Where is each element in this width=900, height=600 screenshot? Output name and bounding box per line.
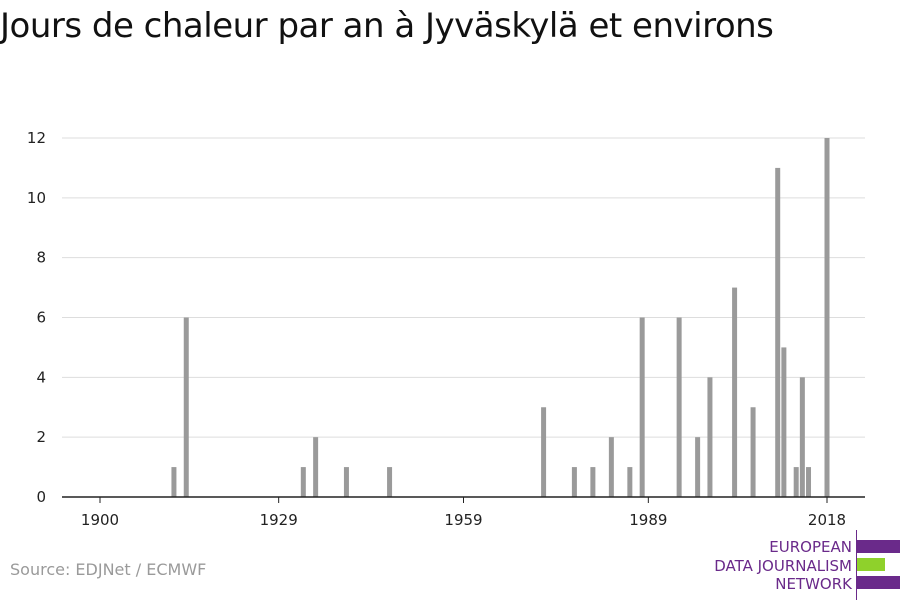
bar-1980 xyxy=(590,467,596,497)
bar-1999 xyxy=(707,377,713,497)
logo-bar-green xyxy=(857,558,885,571)
y-tick-label: 0 xyxy=(36,488,46,506)
x-tick-label: 1959 xyxy=(444,511,482,529)
y-tick-label: 12 xyxy=(27,129,46,147)
y-tick-label: 10 xyxy=(27,189,46,207)
bar-1994 xyxy=(676,317,682,497)
logo-line-1: EUROPEAN xyxy=(769,538,852,556)
y-tick-label: 8 xyxy=(36,249,46,267)
bar-1983 xyxy=(608,437,614,497)
x-tick-label: 1989 xyxy=(629,511,667,529)
bar-2014 xyxy=(799,377,805,497)
bar-1940 xyxy=(343,467,349,497)
y-tick-label: 2 xyxy=(36,428,46,446)
bar-2018 xyxy=(824,138,830,497)
bar-2015 xyxy=(806,467,812,497)
bar-1935 xyxy=(313,437,319,497)
x-axis: 1900 1929 1959 1989 2018 xyxy=(62,496,865,529)
x-tick-label: 1900 xyxy=(81,511,119,529)
bar-2003 xyxy=(732,287,738,497)
source-note: Source: EDJNet / ECMWF xyxy=(10,560,207,579)
x-tick-label: 1929 xyxy=(260,511,298,529)
bar-1972 xyxy=(541,407,547,497)
logo-bar-purple-bottom xyxy=(857,576,900,589)
bar-1997 xyxy=(695,437,701,497)
bar-1986 xyxy=(627,467,633,497)
bar-1988 xyxy=(639,317,645,497)
bar-1947 xyxy=(387,467,393,497)
bar-2013 xyxy=(793,467,799,497)
bar-1912 xyxy=(171,467,177,497)
logo-bar-purple-top xyxy=(857,540,900,553)
y-tick-label: 4 xyxy=(36,368,46,386)
bar-2011 xyxy=(781,347,787,497)
bars xyxy=(171,138,830,497)
x-tick-label: 2018 xyxy=(808,511,846,529)
edjnet-logo: EUROPEAN DATA JOURNALISM NETWORK xyxy=(700,530,900,600)
chart-title: Jours de chaleur par an à Jyväskylä et e… xyxy=(0,6,774,46)
logo-line-3: NETWORK xyxy=(775,575,852,593)
bar-2010 xyxy=(775,167,781,497)
gridlines xyxy=(62,137,865,438)
logo-divider xyxy=(856,530,857,600)
bar-1914 xyxy=(183,317,189,497)
logo-line-2: DATA JOURNALISM xyxy=(714,557,852,575)
bar-1933 xyxy=(300,467,306,497)
bar-2006 xyxy=(750,407,756,497)
bar-1977 xyxy=(571,467,577,497)
y-tick-label: 6 xyxy=(36,309,46,327)
y-axis-ticks: 0 2 4 6 8 10 12 xyxy=(27,129,46,506)
bar-chart: 0 2 4 6 8 10 12 1900 1929 1959 1989 2018 xyxy=(27,129,865,529)
